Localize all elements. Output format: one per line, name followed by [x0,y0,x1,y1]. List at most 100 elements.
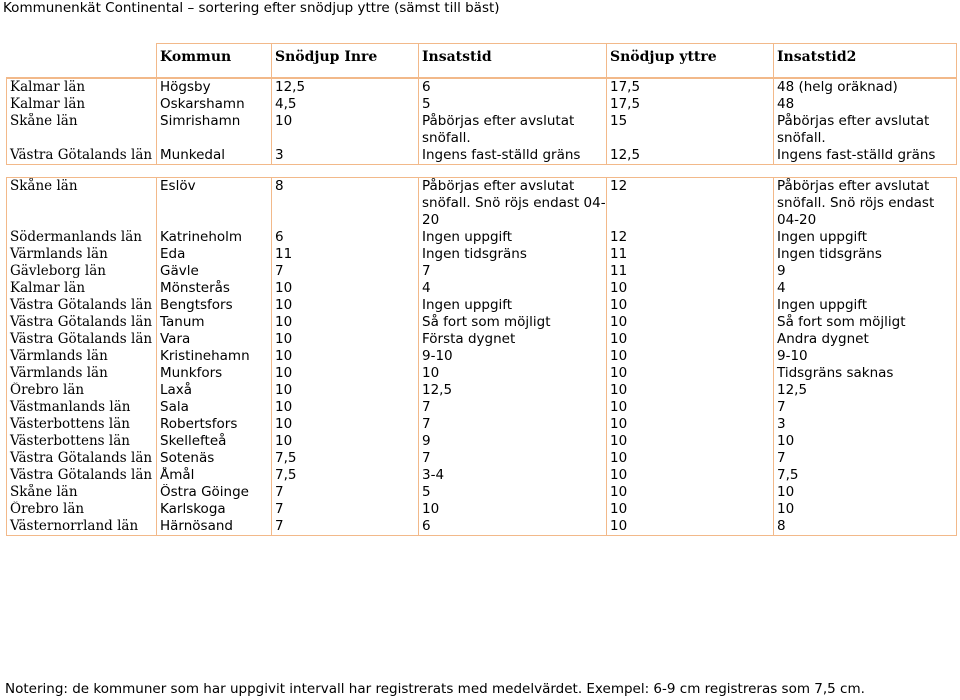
table-body: Kalmar län Högsby 12,5 6 17,5 48 (helg oräkna… [6,77,957,536]
snodjup-yttre-cell: 11 [606,263,774,280]
table-row: Västra Götalands län Tanum 10 Så fort som m… [6,314,957,331]
snodjup-yttre-cell: 10 [606,467,774,484]
snodjup-yttre-cell: 11 [606,246,774,263]
insatstid-cell: 9 [418,433,607,450]
snodjup-inre-cell: 7 [271,484,419,501]
snodjup-yttre-cell: 10 [606,365,774,382]
kommun-cell: Munkedal [156,147,272,165]
insatstid2-cell: 48 (helg oräknad) [773,77,957,96]
snodjup-inre-cell: 7 [271,518,419,536]
group-spacer-cell [7,165,957,178]
insatstid2-cell: 3 [773,416,957,433]
kommun-cell: Munkfors [156,365,272,382]
insatstid-cell: 5 [418,484,607,501]
header-snodjup-inre: Snödjup Inre [271,43,419,79]
kommun-cell: Katrineholm [156,229,272,246]
kommun-cell: Bengtsfors [156,297,272,314]
snodjup-yttre-cell: 10 [606,416,774,433]
insatstid2-cell: Ingen uppgift [773,297,957,314]
insatstid2-cell: 48 [773,96,957,113]
snodjup-inre-cell: 10 [271,331,419,348]
lan-cell: Västra Götalands län [6,147,157,165]
table-row: Västra Götalands län Vara 10 Första dygnet 1… [6,331,957,348]
lan-cell: Kalmar län [6,96,157,113]
kommun-cell: Laxå [156,382,272,399]
insatstid2-cell: 9-10 [773,348,957,365]
insatstid2-cell: Andra dygnet [773,331,957,348]
table-row: Västra Götalands län Bengtsfors 10 Ingen up… [6,297,957,314]
snodjup-inre-cell: 10 [271,297,419,314]
insatstid2-cell: Ingen tidsgräns [773,246,957,263]
kommun-cell: Skellefteå [156,433,272,450]
snodjup-yttre-cell: 10 [606,331,774,348]
snodjup-inre-cell: 8 [271,177,419,229]
insatstid2-cell: Påbörjas efter avslutat snöfall. [773,113,957,147]
snodjup-inre-cell: 7 [271,501,419,518]
insatstid-cell: Ingen uppgift [418,297,607,314]
table-row: Kalmar län Mönsterås 10 4 10 4 [6,280,957,297]
insatstid2-cell: 7 [773,450,957,467]
kommun-cell: Oskarshamn [156,96,272,113]
lan-cell: Västra Götalands län [6,314,157,331]
lan-cell: Västra Götalands län [6,450,157,467]
kommun-cell: Robertsfors [156,416,272,433]
insatstid-cell: 10 [418,365,607,382]
snodjup-inre-cell: 7 [271,263,419,280]
snodjup-inre-cell: 7,5 [271,450,419,467]
table-row: Västra Götalands län Sotenäs 7,5 7 10 7 [6,450,957,467]
kommun-cell: Vara [156,331,272,348]
table-header-row: Kommun Snödjup Inre Insatstid Snödjup yt… [6,43,957,79]
lan-cell: Skåne län [6,177,157,229]
table-row: Södermanlands län Katrineholm 6 Ingen uppgi… [6,229,957,246]
insatstid-cell: 6 [418,518,607,536]
insatstid-cell: 9-10 [418,348,607,365]
lan-cell: Västerbottens län [6,416,157,433]
lan-cell: Kalmar län [6,77,157,96]
snodjup-inre-cell: 3 [271,147,419,165]
insatstid-cell: 6 [418,77,607,96]
snodjup-inre-cell: 4,5 [271,96,419,113]
kommun-cell: Åmål [156,467,272,484]
snodjup-yttre-cell: 17,5 [606,96,774,113]
snodjup-yttre-cell: 10 [606,399,774,416]
page-title: Kommunenkät Continental – sortering efte… [3,0,500,16]
lan-cell: Skåne län [6,113,157,147]
snodjup-inre-cell: 10 [271,113,419,147]
lan-cell: Värmlands län [6,348,157,365]
kommun-cell: Gävle [156,263,272,280]
lan-cell: Gävleborg län [6,263,157,280]
insatstid-cell: Påbörjas efter avslutat snöfall. Snö röj… [418,177,607,229]
snodjup-yttre-cell: 10 [606,280,774,297]
snodjup-inre-cell: 7,5 [271,467,419,484]
insatstid2-cell: 8 [773,518,957,536]
table-row: Kalmar län Högsby 12,5 6 17,5 48 (helg oräkna… [6,77,957,96]
snodjup-inre-cell: 10 [271,365,419,382]
insatstid2-cell: Ingens fast-ställd gräns [773,147,957,165]
insatstid-cell: Så fort som möjligt [418,314,607,331]
kommun-cell: Sotenäs [156,450,272,467]
header-snodjup-yttre: Snödjup yttre [606,43,774,79]
lan-cell: Västmanlands län [6,399,157,416]
snodjup-inre-cell: 11 [271,246,419,263]
snodjup-yttre-cell: 17,5 [606,77,774,96]
insatstid2-cell: 9 [773,263,957,280]
insatstid2-cell: Så fort som möjligt [773,314,957,331]
lan-cell: Skåne län [6,484,157,501]
snodjup-yttre-cell: 15 [606,113,774,147]
snodjup-inre-cell: 6 [271,229,419,246]
table-row: Västernorrland län Härnösand 7 6 10 8 [6,518,957,536]
table-row: Skåne län Östra Göinge 7 5 10 10 [6,484,957,501]
header-kommun: Kommun [156,43,272,79]
insatstid-cell: 7 [418,263,607,280]
kommun-cell: Östra Göinge [156,484,272,501]
kommun-cell: Mönsterås [156,280,272,297]
kommun-cell: Sala [156,399,272,416]
insatstid-cell: Ingen uppgift [418,229,607,246]
snodjup-yttre-cell: 10 [606,518,774,536]
footnote: Notering: de kommuner som har uppgivit i… [5,681,865,697]
kommun-cell: Högsby [156,77,272,96]
snodjup-inre-cell: 12,5 [271,77,419,96]
insatstid-cell: 12,5 [418,382,607,399]
table-row: Örebro län Karlskoga 7 10 10 10 [6,501,957,518]
snodjup-yttre-cell: 10 [606,314,774,331]
